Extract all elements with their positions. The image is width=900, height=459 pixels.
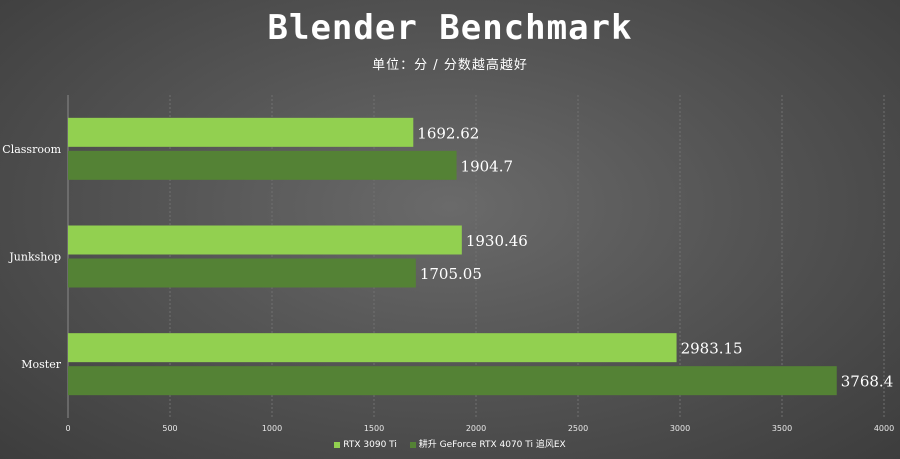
legend-item-series-2: 耕升 GeForce RTX 4070 Ti 追风EX <box>409 437 566 450</box>
bar-series-1 <box>68 333 677 363</box>
x-tick-label: 500 <box>162 424 177 433</box>
value-label: 1705.05 <box>420 265 482 283</box>
value-label: 3768.4 <box>841 373 894 391</box>
value-labels: 1692.62 1904.7 1930.46 1705.05 2983.15 3768.4 <box>417 124 893 390</box>
x-tick-label: 2500 <box>568 424 588 433</box>
bars <box>68 117 837 396</box>
bar-series-1 <box>68 117 414 147</box>
legend-swatch-series-1 <box>334 441 341 448</box>
grid-lines <box>67 95 885 418</box>
legend-item-series-1: RTX 3090 Ti <box>334 440 397 450</box>
x-tick-label: 1500 <box>364 424 384 433</box>
bar-series-2 <box>68 258 416 288</box>
value-label: 1692.62 <box>417 124 479 142</box>
chart-subtitle: 单位：分 / 分数越高越好 <box>372 58 528 73</box>
x-tick-label: 1000 <box>262 424 282 433</box>
legend-label-series-2: 耕升 GeForce RTX 4070 Ti 追风EX <box>418 440 566 450</box>
category-labels: Classroom Junkshop Moster <box>2 143 61 371</box>
chart-title: Blender Benchmark <box>267 8 633 48</box>
value-label: 1904.7 <box>461 157 514 175</box>
x-tick-labels: 0 500 1000 1500 2000 2500 3000 3500 4000 <box>65 424 894 433</box>
legend: RTX 3090 Ti 耕升 GeForce RTX 4070 Ti 追风EX <box>0 437 900 450</box>
value-label: 2983.15 <box>681 340 743 358</box>
x-tick-label: 4000 <box>874 424 894 433</box>
category-label: Classroom <box>2 143 61 156</box>
bar-series-1 <box>68 225 462 255</box>
x-tick-label: 2000 <box>466 424 486 433</box>
category-label: Moster <box>21 358 61 371</box>
legend-swatch-series-2 <box>409 441 416 448</box>
x-tick-label: 3500 <box>772 424 792 433</box>
legend-label-series-1: RTX 3090 Ti <box>343 440 397 450</box>
bar-series-2 <box>68 150 457 180</box>
category-label: Junkshop <box>8 251 61 264</box>
x-tick-label: 3000 <box>670 424 690 433</box>
bar-series-2 <box>68 366 837 396</box>
x-tick-label: 0 <box>65 424 70 433</box>
value-label: 1930.46 <box>466 232 528 250</box>
